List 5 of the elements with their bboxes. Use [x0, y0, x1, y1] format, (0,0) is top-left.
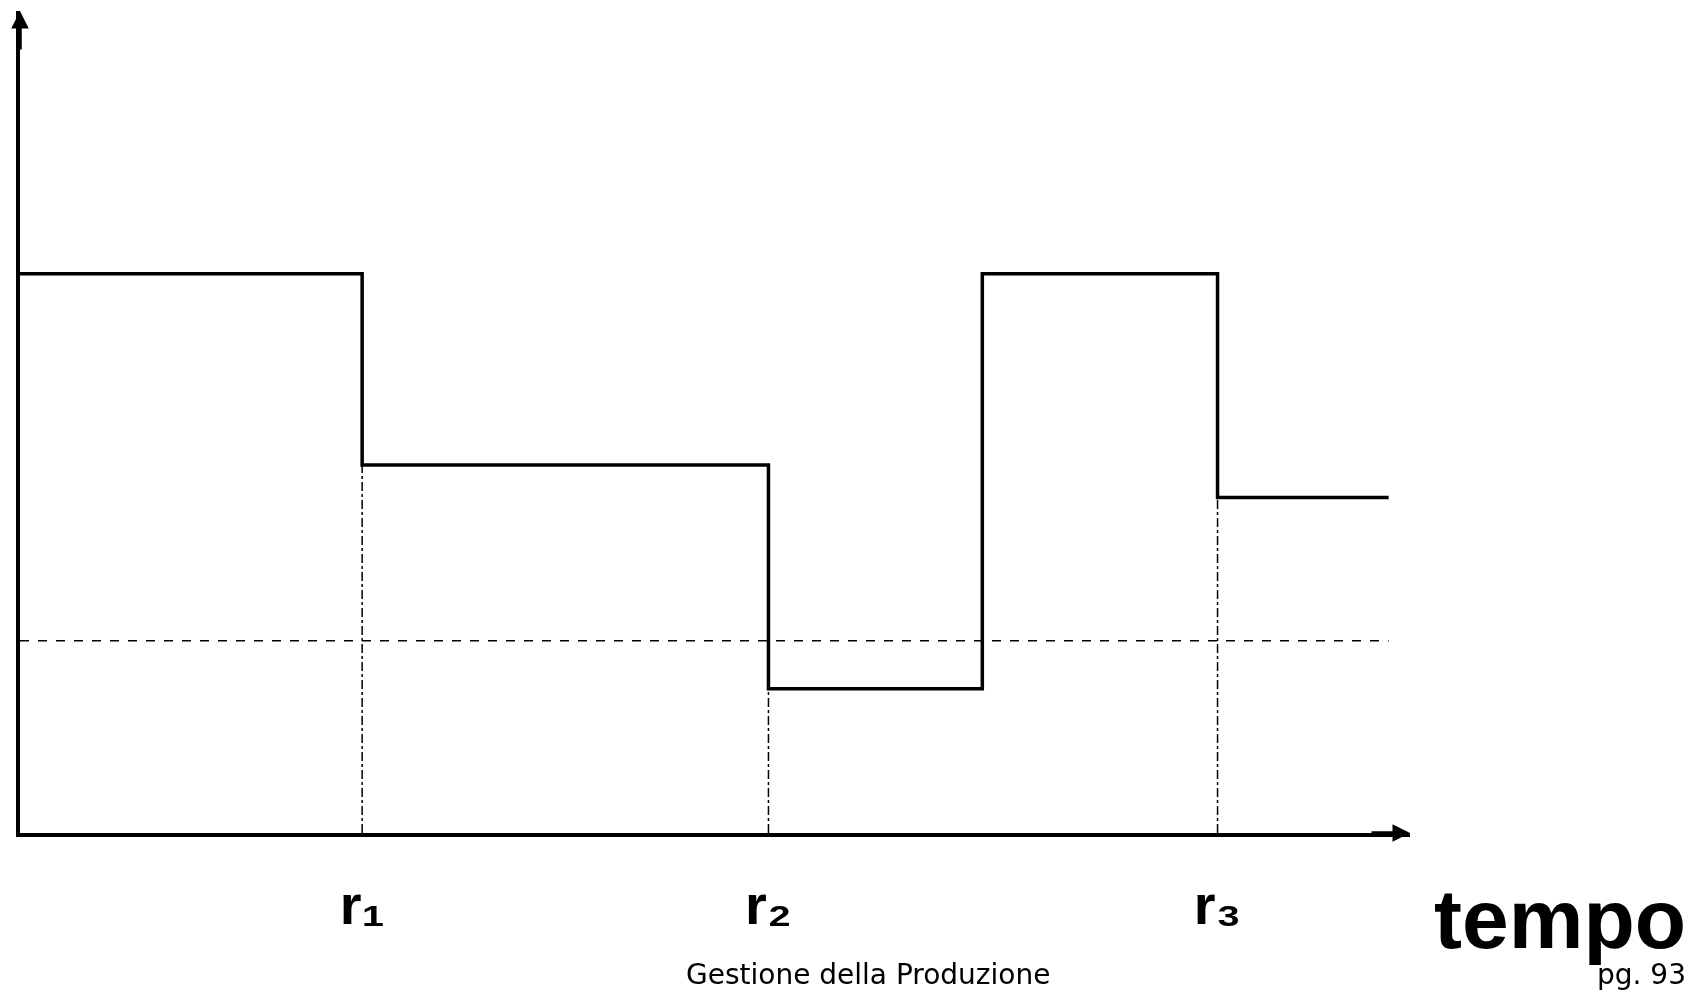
- x-tick-label: r₁: [339, 872, 385, 936]
- x-tick-label: r₃: [1193, 872, 1242, 936]
- text: Gestione della Produzione: [686, 958, 1051, 991]
- x-axis-title: tempo: [1434, 872, 1686, 966]
- x-tick-label: r₂: [745, 872, 792, 936]
